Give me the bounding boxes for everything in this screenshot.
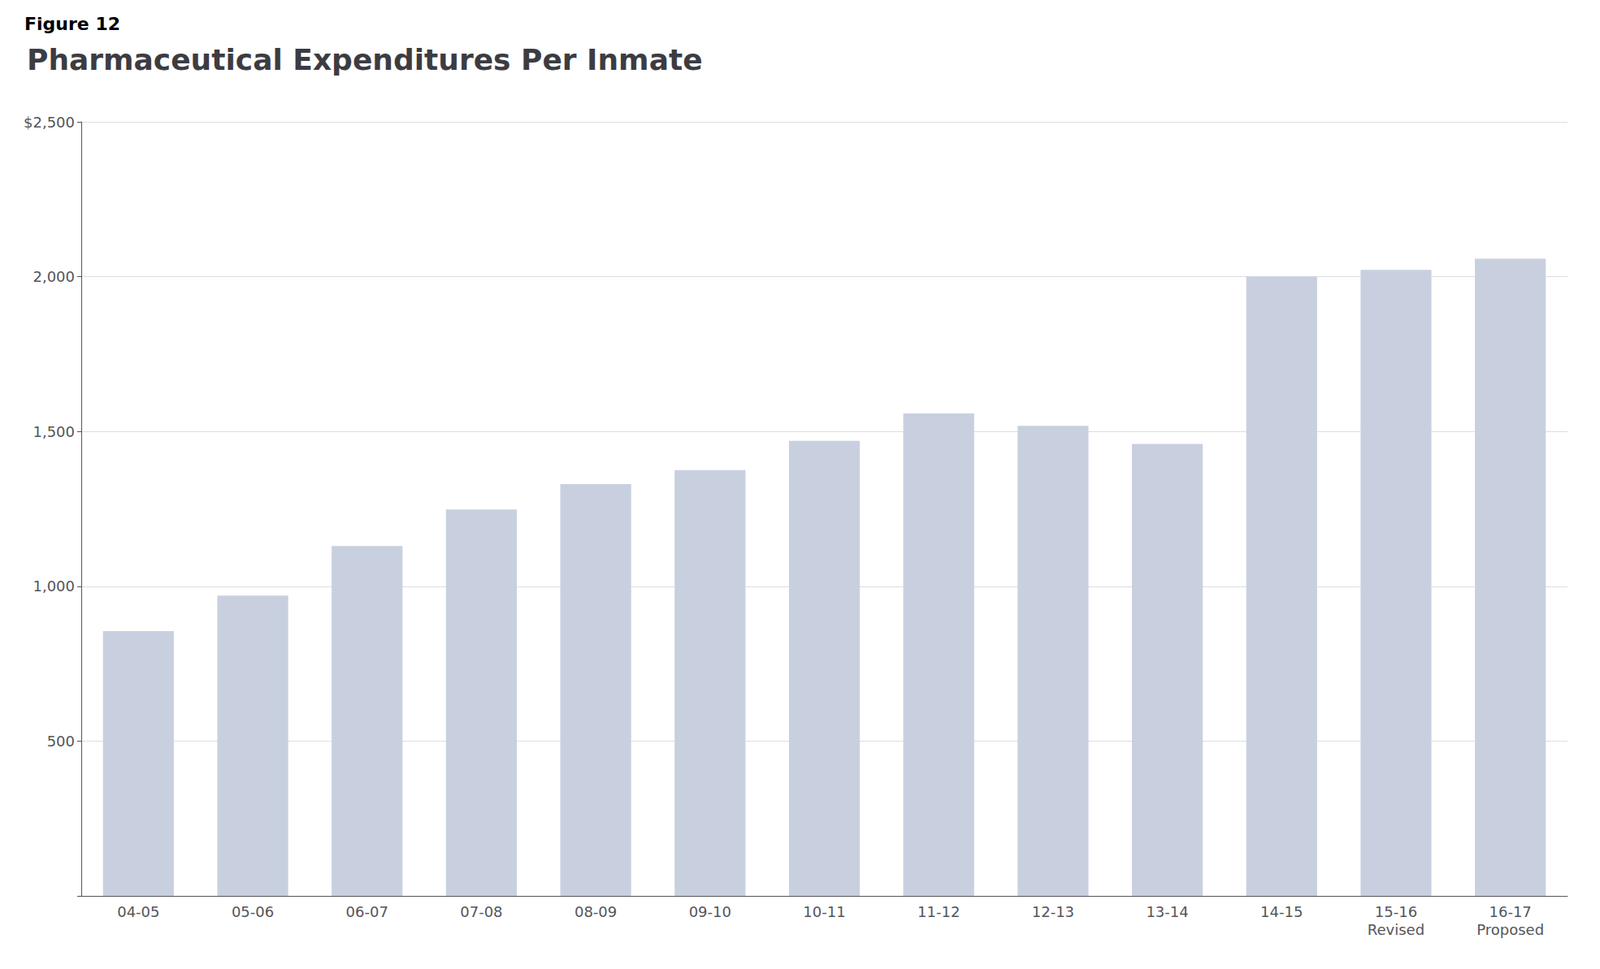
svg-text:09-10: 09-10	[689, 903, 732, 921]
svg-text:1,500: 1,500	[32, 423, 75, 441]
svg-text:$2,500: $2,500	[23, 113, 75, 131]
svg-text:Pharmaceutical Expenditures Pe: Pharmaceutical Expenditures Per Inmate	[26, 43, 703, 77]
svg-text:05-06: 05-06	[231, 903, 274, 921]
svg-text:08-09: 08-09	[574, 903, 617, 921]
svg-text:13-14: 13-14	[1145, 903, 1189, 921]
svg-text:16-17: 16-17	[1488, 903, 1531, 921]
svg-text:15-16: 15-16	[1374, 903, 1418, 921]
svg-text:07-08: 07-08	[459, 903, 503, 921]
svg-text:12-13: 12-13	[1031, 903, 1075, 921]
svg-text:2,000: 2,000	[32, 268, 75, 286]
svg-text:Revised: Revised	[1367, 921, 1425, 939]
svg-text:Figure 12: Figure 12	[24, 13, 121, 35]
svg-text:500: 500	[47, 732, 75, 751]
svg-text:10-11: 10-11	[802, 903, 846, 921]
svg-text:14-15: 14-15	[1260, 903, 1303, 921]
svg-text:06-07: 06-07	[346, 903, 389, 921]
svg-text:1,000: 1,000	[32, 577, 75, 595]
svg-text:04-05: 04-05	[117, 903, 160, 921]
svg-text:11-12: 11-12	[917, 903, 960, 921]
svg-text:Proposed: Proposed	[1476, 921, 1544, 939]
